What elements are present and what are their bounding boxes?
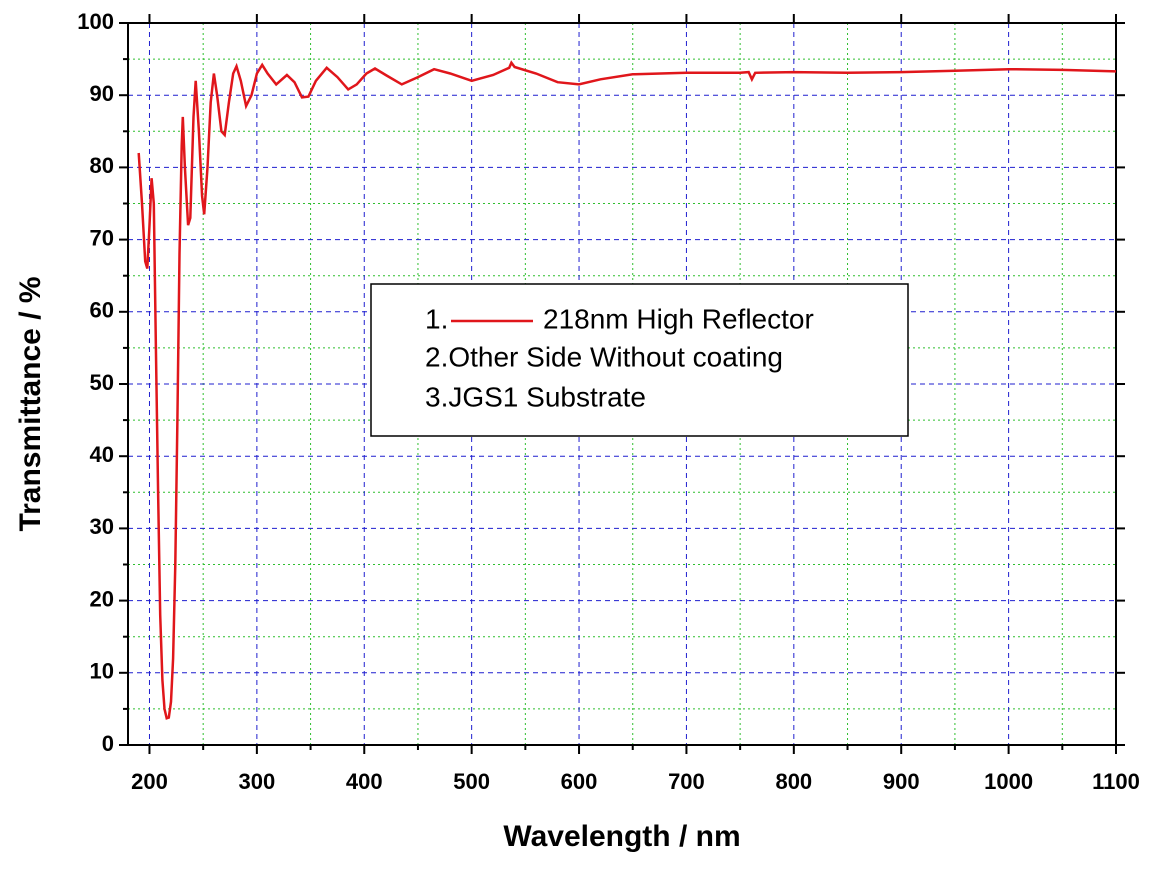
x-tick-label: 800 — [775, 769, 812, 794]
legend-note: 2.Other Side Without coating — [425, 341, 783, 372]
y-tick-label: 50 — [90, 370, 114, 395]
x-tick-label: 300 — [239, 769, 276, 794]
legend-prefix: 1. — [425, 303, 448, 334]
x-tick-label: 1000 — [984, 769, 1033, 794]
legend-box — [370, 283, 909, 437]
x-tick-label: 200 — [131, 769, 168, 794]
y-tick-label: 20 — [90, 586, 114, 611]
x-tick-label: 1100 — [1092, 769, 1140, 794]
legend-label: 218nm High Reflector — [543, 303, 814, 334]
x-tick-label: 600 — [561, 769, 598, 794]
y-axis-title: Transmittance / % — [14, 276, 47, 531]
y-tick-label: 10 — [90, 659, 114, 684]
y-tick-label: 80 — [90, 153, 114, 178]
y-tick-label: 90 — [90, 81, 114, 106]
x-tick-label: 900 — [883, 769, 920, 794]
x-tick-label: 500 — [453, 769, 490, 794]
x-axis-title: Wavelength / nm — [503, 820, 740, 853]
y-tick-label: 60 — [90, 298, 114, 323]
y-tick-label: 0 — [102, 731, 114, 756]
y-tick-label: 30 — [90, 514, 114, 539]
y-tick-label: 70 — [90, 225, 114, 250]
y-tick-label: 40 — [90, 442, 114, 467]
legend-note: 3.JGS1 Substrate — [425, 381, 646, 412]
x-tick-label: 400 — [346, 769, 383, 794]
data-line — [137, 60, 1117, 720]
y-tick-label: 100 — [77, 9, 114, 34]
x-tick-label: 700 — [668, 769, 705, 794]
